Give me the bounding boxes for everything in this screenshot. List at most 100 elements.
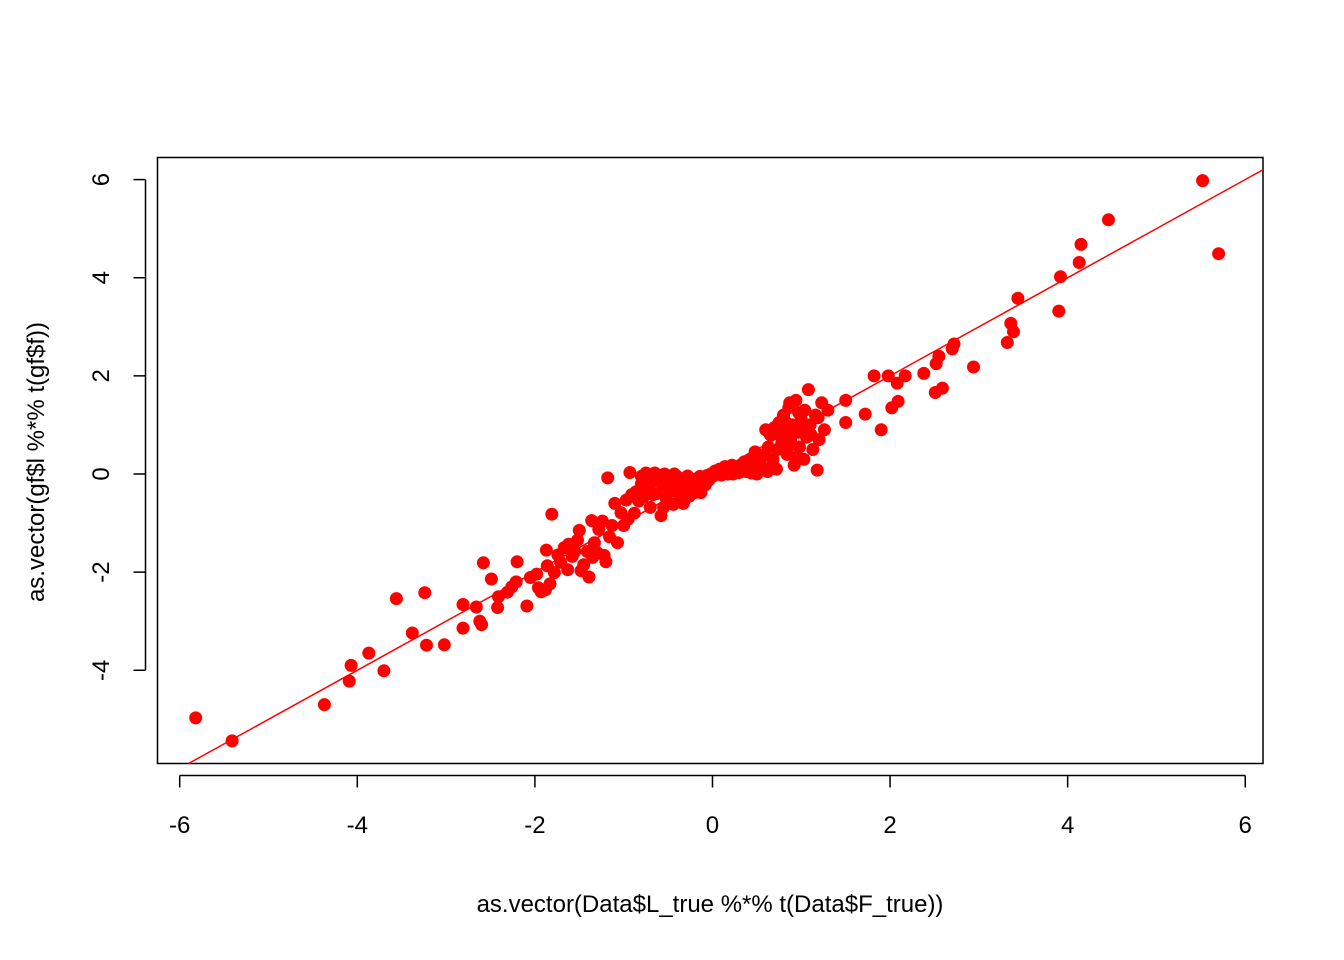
data-point (657, 500, 671, 514)
data-point (547, 566, 561, 580)
data-point (317, 698, 331, 712)
data-point (389, 592, 403, 606)
data-point (510, 555, 524, 569)
data-point (745, 466, 758, 480)
data-point (608, 496, 622, 510)
y-tick-label: -2 (88, 561, 115, 582)
data-point (891, 394, 905, 408)
data-point (491, 601, 505, 614)
data-point (932, 349, 946, 363)
data-point (839, 416, 853, 429)
data-point (1052, 304, 1066, 318)
data-point (643, 500, 657, 514)
data-point (1011, 291, 1025, 305)
data-point (1074, 237, 1088, 251)
data-point (667, 467, 681, 481)
data-point (729, 463, 743, 477)
data-point (810, 463, 824, 477)
data-point (685, 474, 699, 488)
data-point (801, 383, 815, 397)
data-point (806, 443, 820, 456)
data-point (418, 586, 432, 600)
data-point (611, 536, 624, 550)
data-point (605, 519, 619, 532)
data-point (804, 428, 818, 442)
data-point (755, 462, 769, 476)
data-point (780, 447, 794, 461)
y-tick-label: 4 (88, 271, 115, 284)
plot-frame (156, 156, 1264, 765)
data-point (601, 471, 615, 485)
data-point (342, 674, 356, 688)
data-point (898, 369, 912, 383)
data-point (666, 497, 680, 511)
data-point (543, 577, 557, 591)
data-point (405, 626, 419, 640)
data-point (1000, 336, 1014, 349)
data-point (571, 533, 584, 547)
x-axis-label: as.vector(Data$L_true %*% t(Data$F_true)… (477, 891, 944, 918)
data-point (1102, 213, 1115, 227)
data-point (714, 468, 728, 482)
regression-line (188, 169, 1264, 765)
data-point (935, 381, 949, 395)
data-point (646, 488, 660, 502)
data-point (792, 406, 806, 420)
data-point (539, 543, 553, 557)
data-point (867, 369, 881, 383)
data-point (785, 438, 798, 452)
data-point (561, 563, 575, 577)
data-point (586, 550, 600, 564)
data-point (874, 423, 888, 437)
data-point (759, 423, 773, 437)
y-axis: -4 -2 0 2 4 6 (88, 173, 147, 681)
data-point (761, 440, 775, 454)
x-tick-label: -2 (524, 812, 545, 839)
data-point (344, 658, 358, 672)
data-point (587, 536, 601, 550)
data-point (1072, 256, 1086, 269)
data-point (595, 514, 609, 528)
data-point (582, 570, 596, 584)
data-point (1007, 325, 1020, 339)
data-point (1212, 247, 1226, 261)
x-axis: -6 -4 -2 0 2 4 6 (169, 774, 1252, 839)
data-point (377, 664, 391, 678)
data-point (797, 452, 811, 466)
y-axis-label: as.vector(gf$l %*% t(gf$f)) (23, 322, 50, 602)
x-tick-label: -4 (347, 812, 368, 839)
data-point (817, 423, 831, 437)
y-tick-label: 0 (88, 467, 115, 480)
data-point (456, 621, 470, 635)
data-point (694, 486, 708, 500)
data-point (484, 572, 498, 586)
x-tick-label: 6 (1239, 812, 1252, 839)
data-point (530, 567, 544, 581)
data-point (599, 555, 613, 569)
points-layer (189, 174, 1226, 748)
y-tick-label: -4 (88, 660, 115, 681)
data-point (627, 506, 641, 520)
data-point (769, 462, 783, 476)
data-point (585, 514, 599, 528)
data-point (476, 556, 490, 570)
data-point (437, 638, 451, 652)
data-point (676, 496, 690, 510)
data-point (572, 523, 586, 537)
data-point (545, 507, 559, 521)
data-point (1196, 174, 1210, 188)
data-point (779, 416, 793, 429)
data-point (967, 360, 980, 374)
y-tick-label: 6 (88, 173, 115, 186)
data-point (947, 337, 961, 351)
data-point (783, 396, 797, 410)
data-point (773, 429, 787, 443)
data-point (634, 469, 648, 483)
x-tick-label: -6 (169, 812, 190, 839)
data-point (520, 599, 534, 613)
data-point (456, 598, 470, 611)
data-point (623, 466, 637, 479)
data-point (189, 711, 203, 725)
data-point (420, 638, 433, 652)
